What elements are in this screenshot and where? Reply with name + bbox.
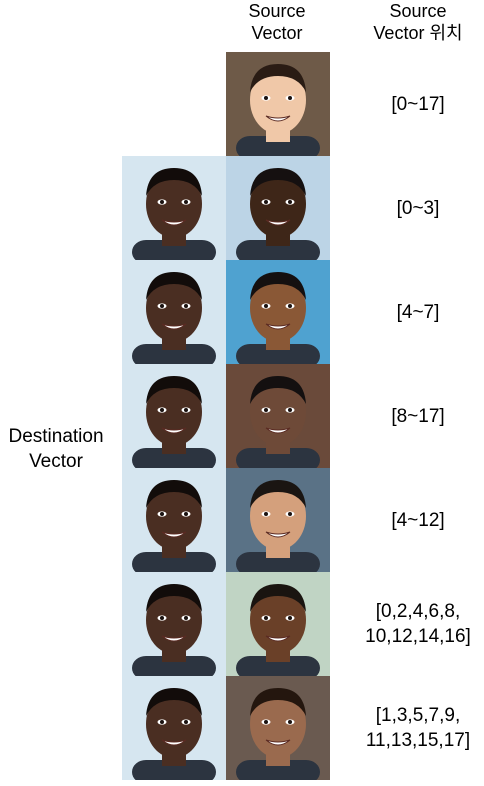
source-vector-position-6: [1,3,5,7,9, 11,13,15,17]: [352, 703, 484, 753]
source-vector-position-0: [0~17]: [352, 92, 484, 117]
source-header-line2: Vector: [251, 23, 303, 43]
source-face-2: [226, 260, 330, 364]
source-header-line1: Source: [248, 1, 306, 21]
source-face-image: [226, 676, 330, 780]
source-vector-position-3: [8~17]: [352, 404, 484, 429]
destination-label-line2: Vector: [29, 451, 83, 472]
destination-face-4: [122, 468, 226, 572]
source-face-0: [226, 52, 330, 156]
position-text-line: 10,12,14,16]: [365, 626, 471, 647]
destination-face-image: [122, 260, 226, 364]
source-face-1: [226, 156, 330, 260]
source-vector-header: Source Vector: [222, 0, 332, 44]
position-text-line: [8~17]: [391, 405, 445, 427]
source-vector-position-header: Source Vector 위치: [352, 0, 484, 44]
destination-vector-label: Destination Vector: [0, 424, 112, 474]
destination-face-6: [122, 676, 226, 780]
position-text-line: [4~12]: [391, 509, 445, 531]
source-face-image: [226, 156, 330, 260]
destination-face-2: [122, 260, 226, 364]
source-face-5: [226, 572, 330, 676]
position-text-line: [0,2,4,6,8,: [375, 601, 461, 622]
destination-face-5: [122, 572, 226, 676]
source-vector-position-2: [4~7]: [352, 300, 484, 325]
source-face-6: [226, 676, 330, 780]
source-face-image: [226, 572, 330, 676]
position-header-line2: Vector 위치: [373, 23, 463, 43]
source-vector-position-1: [0~3]: [352, 196, 484, 221]
source-face-image: [226, 364, 330, 468]
destination-face-image: [122, 364, 226, 468]
destination-face-3: [122, 364, 226, 468]
position-text-line: [0~17]: [391, 93, 445, 115]
destination-face-image: [122, 572, 226, 676]
source-face-image: [226, 52, 330, 156]
destination-label-line1: Destination: [8, 426, 104, 447]
position-text-line: [0~3]: [396, 197, 440, 219]
source-face-4: [226, 468, 330, 572]
destination-face-image: [122, 676, 226, 780]
destination-face-image: [122, 156, 226, 260]
position-text-line: [4~7]: [396, 301, 440, 323]
destination-face-1: [122, 156, 226, 260]
source-face-3: [226, 364, 330, 468]
position-text-line: [1,3,5,7,9,: [375, 705, 461, 726]
source-vector-position-5: [0,2,4,6,8, 10,12,14,16]: [352, 599, 484, 649]
source-face-image: [226, 468, 330, 572]
position-text-line: 11,13,15,17]: [365, 730, 471, 751]
destination-face-image: [122, 468, 226, 572]
source-vector-position-4: [4~12]: [352, 508, 484, 533]
position-header-line1: Source: [389, 1, 447, 21]
source-face-image: [226, 260, 330, 364]
